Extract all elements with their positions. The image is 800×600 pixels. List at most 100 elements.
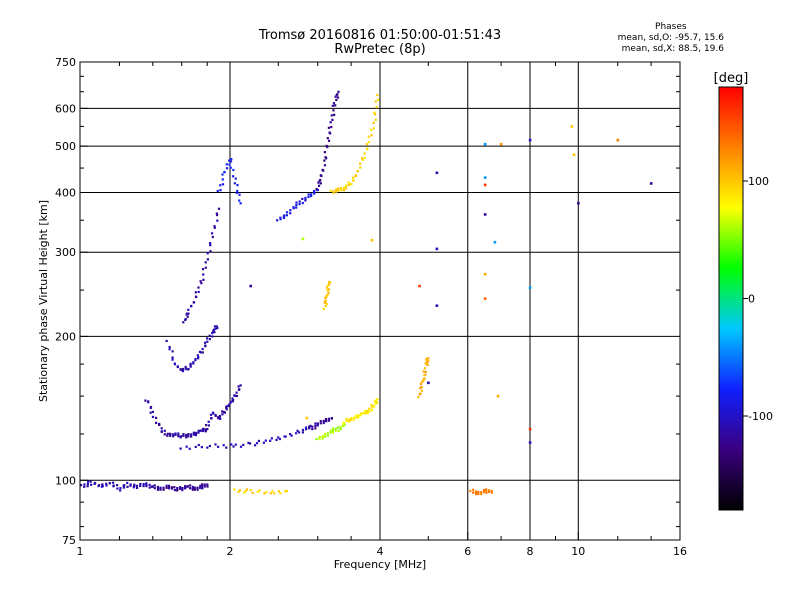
data-point xyxy=(326,137,329,140)
data-point xyxy=(292,207,295,210)
data-point xyxy=(229,160,233,163)
data-point xyxy=(165,339,168,343)
data-point xyxy=(426,363,429,366)
data-point xyxy=(307,195,310,199)
data-point xyxy=(222,411,226,414)
data-point xyxy=(211,411,215,414)
data-point xyxy=(234,443,237,446)
data-point xyxy=(483,297,487,300)
data-point xyxy=(191,488,194,491)
data-point xyxy=(153,484,156,487)
data-point xyxy=(221,173,224,176)
data-point xyxy=(359,166,362,169)
data-point xyxy=(331,431,335,434)
data-point xyxy=(328,131,331,134)
data-point xyxy=(331,118,334,121)
data-point xyxy=(86,485,89,488)
data-point xyxy=(122,486,126,489)
data-point xyxy=(115,484,119,487)
data-point xyxy=(271,490,274,493)
data-point xyxy=(277,490,280,493)
data-point xyxy=(339,427,342,430)
data-point xyxy=(196,357,200,360)
data-point xyxy=(289,209,292,212)
data-point xyxy=(483,176,487,179)
x-tick-label: 10 xyxy=(571,545,585,558)
data-point xyxy=(344,184,348,187)
data-point xyxy=(528,427,532,431)
data-point xyxy=(191,485,195,489)
colorbar-tick-label: 100 xyxy=(748,175,769,188)
data-point xyxy=(360,157,364,160)
data-point xyxy=(160,430,163,433)
y-tick-label: 500 xyxy=(55,140,76,153)
data-point xyxy=(93,481,97,485)
data-point xyxy=(483,272,487,276)
data-point xyxy=(186,368,189,371)
data-point xyxy=(225,163,228,166)
data-point xyxy=(162,488,165,491)
data-point xyxy=(490,489,493,493)
data-point xyxy=(197,431,200,434)
data-point xyxy=(203,341,207,344)
data-point xyxy=(190,433,193,436)
data-point xyxy=(256,490,259,493)
data-point xyxy=(173,362,176,365)
data-point xyxy=(314,424,317,428)
data-point xyxy=(207,420,210,423)
data-point xyxy=(247,441,250,445)
data-point xyxy=(219,184,222,187)
y-tick-label: 400 xyxy=(55,186,76,199)
data-point xyxy=(477,492,480,496)
data-point xyxy=(310,194,313,198)
data-point xyxy=(297,431,301,434)
data-point xyxy=(490,491,493,494)
data-point xyxy=(179,487,182,490)
data-point xyxy=(339,425,342,428)
data-point xyxy=(184,367,187,371)
data-point xyxy=(616,138,620,142)
data-point xyxy=(329,121,332,124)
data-point xyxy=(234,177,237,180)
data-point xyxy=(344,186,347,189)
data-point xyxy=(230,443,233,446)
data-point xyxy=(374,402,377,405)
data-point xyxy=(327,419,331,422)
data-point xyxy=(372,405,375,408)
data-point xyxy=(340,187,343,190)
data-point xyxy=(207,424,210,427)
data-point xyxy=(295,203,298,207)
data-point xyxy=(323,159,326,162)
data-point xyxy=(192,362,195,365)
data-point xyxy=(347,181,350,184)
data-point xyxy=(365,143,368,146)
data-point xyxy=(212,328,215,331)
data-point xyxy=(194,445,197,449)
data-point xyxy=(205,337,209,340)
data-point xyxy=(332,109,335,112)
data-point xyxy=(290,434,293,437)
data-point xyxy=(223,171,226,174)
data-point xyxy=(365,147,369,150)
data-point xyxy=(269,439,272,442)
data-point xyxy=(187,308,190,311)
data-point xyxy=(209,250,212,253)
data-point xyxy=(184,318,187,322)
data-point xyxy=(228,163,231,166)
data-point xyxy=(212,330,215,333)
data-point xyxy=(188,447,191,450)
data-point xyxy=(204,266,207,269)
data-point xyxy=(342,188,346,192)
data-point xyxy=(196,354,200,357)
data-point xyxy=(420,389,423,392)
data-point xyxy=(192,431,195,434)
data-point xyxy=(176,489,179,492)
data-point xyxy=(174,432,177,435)
data-point xyxy=(216,189,219,193)
data-point xyxy=(235,391,238,394)
x-tick-label: 4 xyxy=(377,545,384,558)
y-tick-label: 75 xyxy=(62,534,76,547)
data-point xyxy=(275,438,278,442)
data-point xyxy=(418,393,421,396)
data-point xyxy=(221,178,224,181)
